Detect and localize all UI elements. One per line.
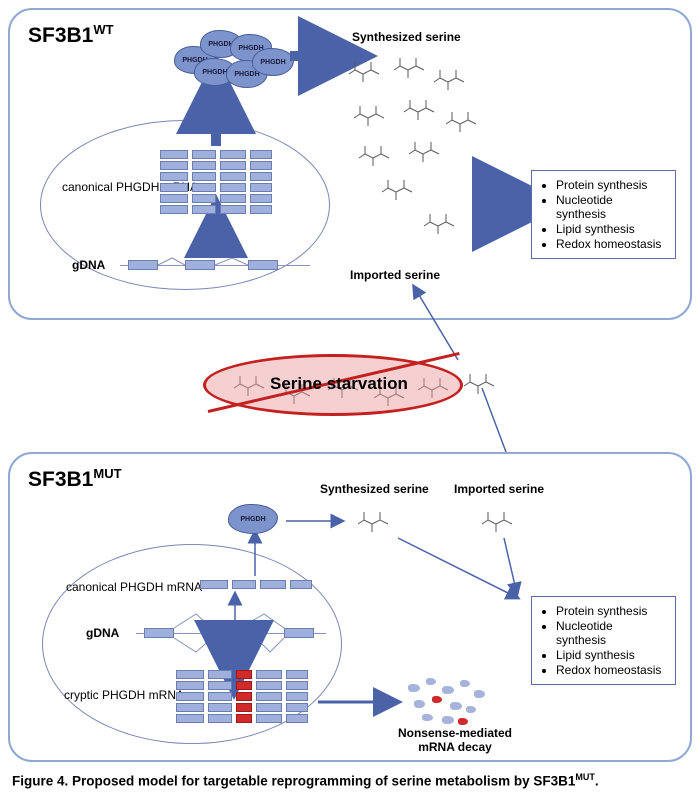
output-item: Protein synthesis: [556, 604, 665, 618]
output-item: Lipid synthesis: [556, 222, 665, 236]
output-item: Redox homeostasis: [556, 237, 665, 251]
mut-synth-label: Synthesized serine: [320, 482, 429, 496]
caption-suffix: .: [595, 774, 599, 789]
wt-gdna-exon: [248, 260, 278, 270]
mut-cryptic-mrna-stack: [176, 670, 308, 723]
wt-gdna-label: gDNA: [72, 258, 105, 272]
wt-gdna-exon: [128, 260, 158, 270]
wt-mrna-stack: [160, 150, 272, 214]
mut-canonical-mrna: [200, 580, 312, 589]
mut-imported-label: Imported serine: [454, 482, 544, 496]
output-item: Protein synthesis: [556, 178, 665, 192]
panel-mut-title-main: SF3B1: [28, 468, 93, 491]
wt-arrow-mrna-protein: [206, 88, 226, 148]
wt-synth-label: Synthesized serine: [352, 30, 461, 44]
mut-arrow-down-thick: [224, 640, 244, 668]
panel-wt-title-main: SF3B1: [28, 24, 93, 47]
panel-mut-title-sup: MUT: [93, 466, 121, 481]
mut-arrow-protein-serine: [284, 514, 344, 528]
output-item: Nucleotide synthesis: [556, 619, 665, 647]
panel-wt: SF3B1WT gDNA canonical PHGDH mRNA PHGDH …: [8, 8, 692, 320]
pool-serine-mol: [460, 366, 498, 398]
mut-arrow-cryptic-nmd: [316, 694, 398, 710]
mut-arrow-up-thin: [228, 594, 242, 626]
panel-wt-title: SF3B1WT: [28, 22, 114, 48]
mut-synth-serine-mol: [354, 504, 392, 536]
panel-mut: SF3B1MUT canonical PHGDH mRNA gDNA crypt…: [8, 452, 692, 762]
caption-prefix: Figure 4. Proposed model for targetable …: [12, 774, 575, 789]
wt-imported-label: Imported serine: [350, 268, 440, 282]
wt-imported-serine-mol: [420, 206, 458, 238]
mut-phgdh-blob: PHGDH: [228, 504, 278, 534]
mut-gdna-label: gDNA: [86, 626, 119, 640]
output-item: Lipid synthesis: [556, 648, 665, 662]
panel-wt-title-sup: WT: [93, 22, 113, 37]
wt-outputs-box: Protein synthesis Nucleotide synthesis L…: [531, 170, 676, 259]
output-item: Redox homeostasis: [556, 663, 665, 677]
mut-imported-serine-mol: [478, 504, 516, 536]
mut-nmd-debris: [402, 676, 492, 726]
mut-outputs-box: Protein synthesis Nucleotide synthesis L…: [531, 596, 676, 685]
mut-arrow-mrna-protein: [248, 532, 262, 578]
panel-mut-title: SF3B1MUT: [28, 466, 122, 492]
between-region: Serine starvation: [8, 326, 692, 446]
wt-protein-cluster: PHGDH PHGDH PHGDH PHGDH PHGDH PHGDH: [170, 28, 280, 88]
wt-arrow-gdna-mrna: [206, 220, 226, 258]
starvation-label: Serine starvation: [270, 374, 408, 394]
mut-cryptic-label: cryptic PHGDH mRNA: [64, 688, 184, 702]
mut-canonical-label: canonical PHGDH mRNA: [66, 580, 202, 594]
mut-arrow-to-outputs: [394, 534, 524, 604]
mut-gdna-exon: [144, 628, 174, 638]
mut-nmd-label: Nonsense-mediatedmRNA decay: [390, 726, 520, 754]
wt-splice-lines: [158, 258, 248, 268]
output-item: Nucleotide synthesis: [556, 193, 665, 221]
wt-arrow-protein-serine: [288, 46, 348, 66]
caption-sup: MUT: [575, 772, 595, 782]
wt-arrow-to-outputs: [478, 192, 532, 216]
figure-caption: Figure 4. Proposed model for targetable …: [8, 772, 692, 789]
